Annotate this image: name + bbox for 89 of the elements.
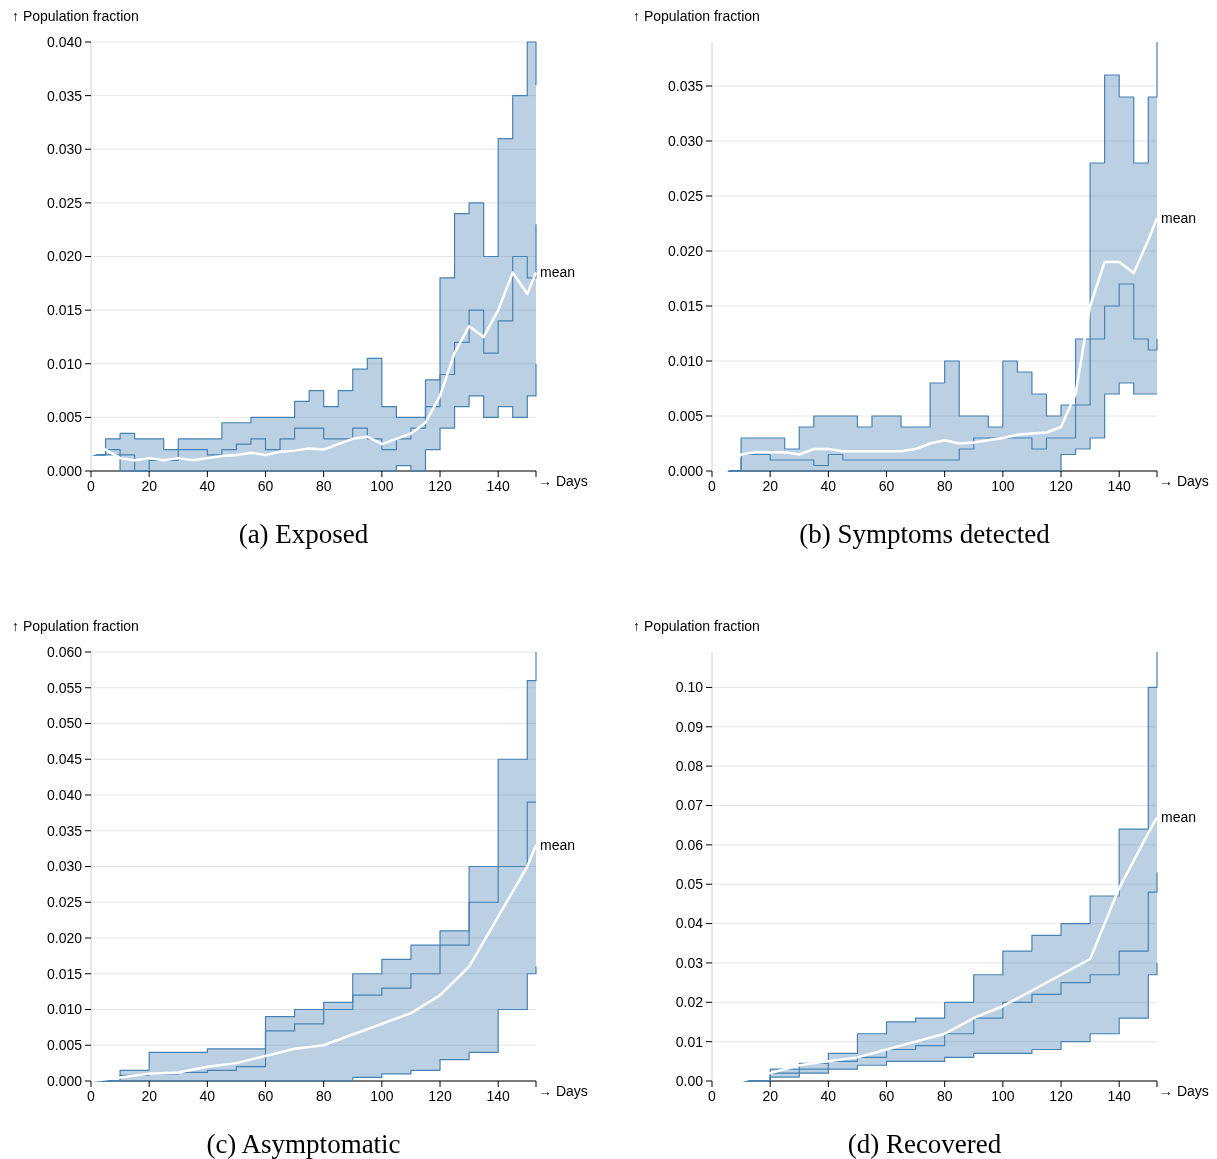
y-tick-label: 0.060 [46,643,83,660]
x-tick-label: 80 [936,478,953,494]
x-tick-label: 40 [820,478,837,494]
y-tick-label: 0.010 [46,355,83,372]
x-tick-label: 120 [1049,1088,1073,1104]
series-label: mean [540,264,576,281]
x-tick-label: 40 [199,1088,216,1104]
y-tick-label: 0.040 [46,786,83,803]
x-tick-label: 100 [991,478,1015,494]
y-axis-title: ↑ Population fraction [633,8,760,24]
x-tick-label: 0 [87,478,96,494]
y-tick-label: 0.035 [667,77,704,94]
y-tick-label: 0.005 [46,409,83,426]
y-tick-label: 0.000 [667,462,704,479]
y-tick-label: 0.015 [667,297,704,314]
x-axis-title: → Days [1159,473,1209,489]
y-tick-label: 0.055 [46,679,83,696]
y-tick-label: 0.01 [675,1033,704,1050]
y-tick-label: 0.015 [46,302,83,319]
y-tick-label: 0.005 [46,1037,83,1054]
text: (d) Recovered [847,1129,1002,1159]
y-tick-label: 0.025 [46,894,83,911]
x-tick-label: 120 [428,1088,452,1104]
y-tick-label: 0.020 [46,929,83,946]
y-axis-title: ↑ Population fraction [12,618,139,634]
x-tick-label: 120 [428,478,452,494]
y-tick-label: 0.02 [675,994,704,1011]
x-tick-label: 80 [315,478,332,494]
y-tick-label: 0.07 [675,797,704,814]
x-axis-title: → Days [538,1083,588,1099]
y-tick-label: 0.035 [46,87,83,104]
x-tick-label: 60 [878,478,895,494]
x-axis-title: → Days [538,473,588,489]
y-tick-label: 0.050 [46,715,83,732]
y-tick-label: 0.03 [675,954,704,971]
x-tick-label: 100 [370,478,394,494]
x-tick-label: 140 [1107,1088,1132,1104]
y-tick-label: 0.00 [675,1072,704,1089]
y-tick-label: 0.05 [675,876,704,893]
y-tick-label: 0.010 [46,1001,83,1018]
x-tick-label: 140 [486,1088,511,1104]
x-tick-label: 20 [762,1088,779,1104]
x-tick-label: 0 [708,478,717,494]
y-tick-label: 0.10 [675,679,704,696]
y-tick-label: 0.04 [675,915,704,932]
x-tick-label: 60 [878,1088,895,1104]
x-tick-label: 0 [708,1088,717,1104]
y-tick-label: 0.005 [667,407,704,424]
y-tick-label: 0.045 [46,751,83,768]
y-tick-label: 0.020 [46,248,83,265]
y-tick-label: 0.035 [46,822,83,839]
y-tick-label: 0.030 [46,141,83,158]
y-tick-label: 0.08 [675,758,704,775]
x-tick-label: 0 [87,1088,96,1104]
y-tick-label: 0.020 [667,242,704,259]
y-tick-label: 0.025 [667,187,704,204]
x-tick-label: 60 [257,1088,274,1104]
x-tick-label: 140 [486,478,511,494]
y-tick-label: 0.000 [46,462,83,479]
x-tick-label: 100 [370,1088,394,1104]
x-tick-label: 20 [762,478,779,494]
x-tick-label: 140 [1107,478,1132,494]
text: (b) Symptoms detected [799,519,1051,549]
x-tick-label: 100 [991,1088,1015,1104]
series-label: mean [1161,209,1197,226]
y-tick-label: 0.030 [46,858,83,875]
x-tick-label: 40 [199,478,216,494]
y-tick-label: 0.000 [46,1072,83,1089]
y-tick-label: 0.015 [46,965,83,982]
y-axis-title: ↑ Population fraction [12,8,139,24]
x-tick-label: 60 [257,478,274,494]
x-tick-label: 40 [820,1088,837,1104]
y-axis-title: ↑ Population fraction [633,618,760,634]
x-tick-label: 20 [141,1088,158,1104]
series-label: mean [540,836,576,853]
x-axis-title: → Days [1159,1083,1209,1099]
y-tick-label: 0.040 [46,33,83,50]
x-tick-label: 120 [1049,478,1073,494]
series-label: mean [1161,809,1197,826]
y-tick-label: 0.09 [675,718,704,735]
y-tick-label: 0.025 [46,194,83,211]
x-tick-label: 80 [936,1088,953,1104]
text: (c) Asymptomatic [206,1129,401,1159]
y-tick-label: 0.010 [667,352,704,369]
x-tick-label: 80 [315,1088,332,1104]
text: (a) Exposed [238,519,369,549]
y-tick-label: 0.030 [667,132,704,149]
y-tick-label: 0.06 [675,836,704,853]
x-tick-label: 20 [141,478,158,494]
